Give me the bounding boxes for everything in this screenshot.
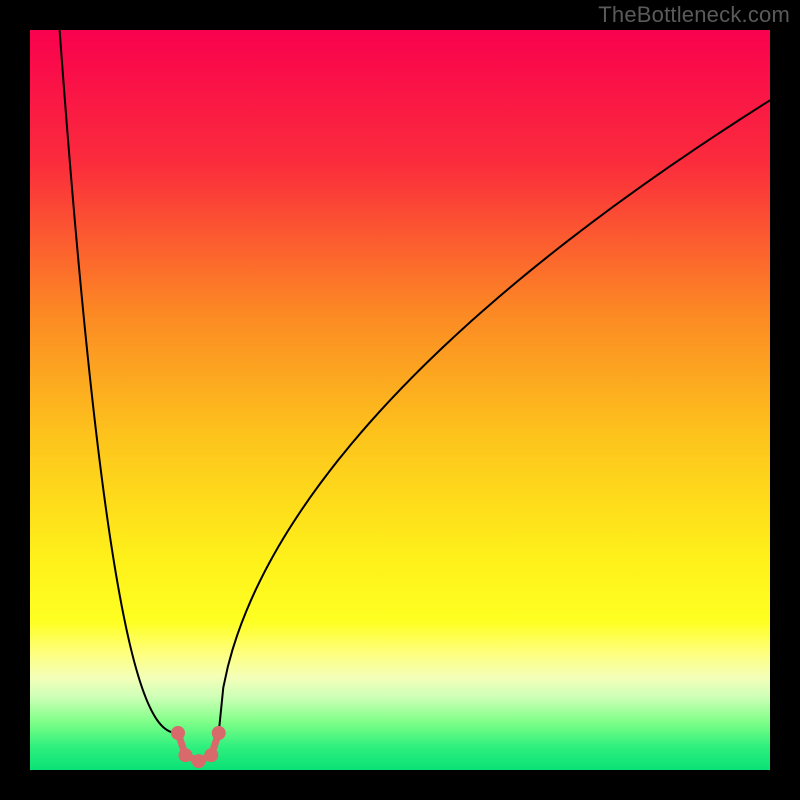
bottleneck-chart <box>30 30 770 770</box>
ripple-marker <box>204 748 218 762</box>
plot-area <box>30 30 770 770</box>
ripple-marker <box>192 754 206 768</box>
ripple-marker <box>178 748 192 762</box>
ripple-marker <box>171 726 185 740</box>
chart-wrapper: TheBottleneck.com <box>0 0 800 800</box>
ripple-marker <box>212 726 226 740</box>
gradient-background <box>30 30 770 770</box>
watermark-text: TheBottleneck.com <box>598 2 790 28</box>
